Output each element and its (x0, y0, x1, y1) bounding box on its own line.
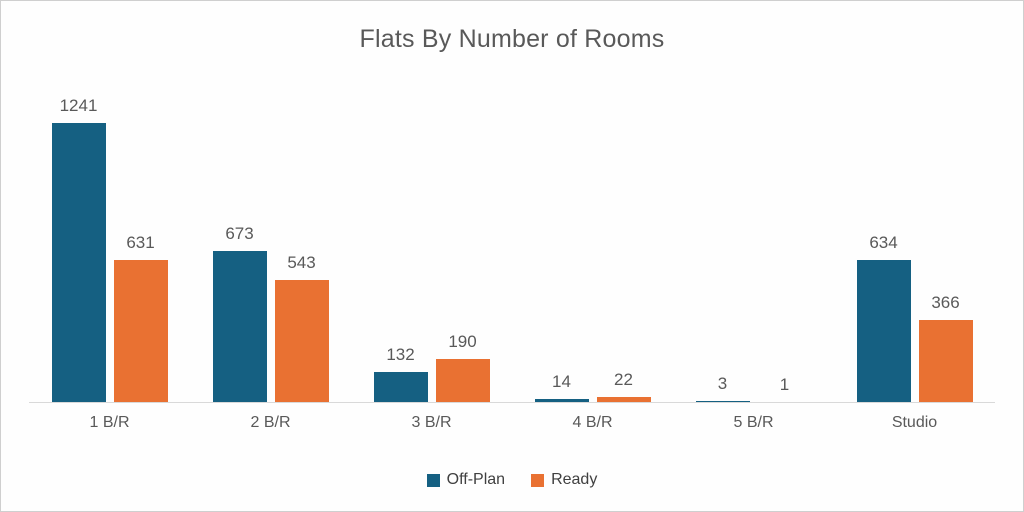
data-label: 673 (225, 223, 254, 243)
plot-area: 1241 631 1 B/R 673 543 2 B/R 132 190 3 B/R 14 22 4 … (29, 76, 995, 431)
legend-swatch-icon (426, 473, 440, 487)
bar-column: 190 (435, 332, 490, 402)
bar-off-plan (51, 123, 106, 402)
category-label: 1 B/R (89, 414, 130, 431)
data-label: 543 (287, 252, 316, 272)
bar-off-plan (856, 259, 911, 402)
bar-ready (274, 279, 329, 402)
category-group: 132 190 3 B/R (351, 76, 512, 431)
data-label: 22 (614, 370, 633, 390)
category-label: Studio (891, 414, 938, 431)
chart-title: Flats By Number of Rooms (359, 25, 665, 53)
legend-item-ready: Ready (531, 471, 597, 489)
legend-label: Off-Plan (446, 471, 506, 488)
category-label: 3 B/R (411, 414, 452, 431)
legend-item-off-plan: Off-Plan (426, 471, 506, 489)
bar-column: 132 (373, 345, 428, 402)
data-label: 634 (869, 232, 898, 252)
bar-ready (596, 397, 651, 402)
bar-off-plan (212, 250, 267, 402)
bar-ready (918, 319, 973, 402)
bar-column: 543 (274, 252, 329, 402)
bar-column: 631 (113, 233, 168, 402)
data-label: 190 (448, 332, 477, 352)
bar-column: 22 (596, 370, 651, 402)
bar-column: 366 (918, 292, 973, 402)
bar-off-plan (373, 372, 428, 402)
bar-column: 1 (757, 374, 812, 402)
data-label: 366 (931, 292, 960, 312)
category-group: 673 543 2 B/R (190, 76, 351, 431)
legend-label: Ready (551, 471, 598, 488)
data-label: 1241 (59, 96, 98, 115)
category-group: 3 1 5 B/R (673, 76, 834, 431)
bar-ready (113, 260, 168, 402)
bar-off-plan (695, 401, 750, 402)
data-label: 132 (386, 345, 415, 365)
bar-column: 3 (695, 374, 750, 402)
category-label: 5 B/R (733, 414, 774, 431)
data-label: 631 (126, 233, 155, 253)
data-label: 1 (779, 374, 790, 394)
category-group: 1241 631 1 B/R (29, 76, 190, 431)
bar-column: 673 (212, 223, 267, 402)
bar-column: 14 (534, 371, 589, 402)
legend-swatch-icon (531, 473, 545, 487)
data-label: 14 (552, 371, 571, 391)
bar-off-plan (534, 398, 589, 402)
category-group: 634 366 Studio (834, 76, 995, 431)
category-label: 2 B/R (250, 414, 291, 431)
bar-ready (435, 359, 490, 402)
bar-column: 634 (856, 232, 911, 402)
legend: Off-Plan Ready (1, 471, 1023, 489)
data-label: 3 (717, 374, 728, 394)
bar-column: 1241 (51, 96, 106, 402)
category-label: 4 B/R (572, 414, 613, 431)
x-axis-line (29, 402, 995, 403)
category-group: 14 22 4 B/R (512, 76, 673, 431)
